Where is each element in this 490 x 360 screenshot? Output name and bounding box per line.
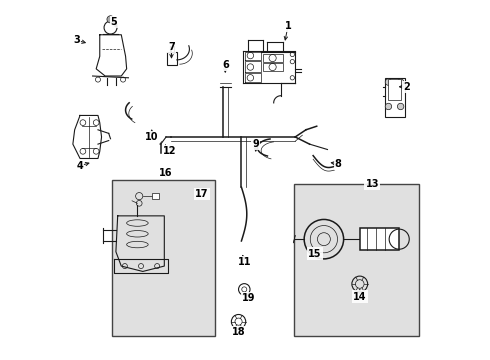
Text: 16: 16 bbox=[159, 168, 172, 178]
Circle shape bbox=[107, 16, 114, 23]
Bar bbox=[152, 193, 159, 199]
Bar bbox=[263, 54, 283, 62]
Text: 12: 12 bbox=[163, 146, 176, 156]
Text: 3: 3 bbox=[73, 35, 80, 45]
Circle shape bbox=[385, 79, 392, 85]
Text: 11: 11 bbox=[238, 257, 252, 267]
Circle shape bbox=[397, 103, 404, 110]
Text: 15: 15 bbox=[308, 248, 321, 258]
Text: 10: 10 bbox=[145, 132, 158, 142]
Bar bbox=[167, 51, 177, 65]
Text: 9: 9 bbox=[252, 139, 259, 149]
Text: 14: 14 bbox=[353, 292, 367, 302]
Text: 2: 2 bbox=[403, 82, 410, 92]
Text: 8: 8 bbox=[335, 159, 342, 169]
Text: 4: 4 bbox=[76, 161, 83, 171]
Bar bbox=[263, 63, 283, 71]
Bar bbox=[388, 78, 401, 100]
Text: 18: 18 bbox=[232, 327, 245, 337]
Text: 13: 13 bbox=[366, 179, 379, 189]
Circle shape bbox=[397, 79, 404, 85]
Text: 5: 5 bbox=[111, 17, 118, 27]
Text: 17: 17 bbox=[195, 189, 209, 199]
Bar bbox=[385, 78, 405, 117]
Text: 6: 6 bbox=[222, 60, 229, 70]
Bar bbox=[360, 228, 399, 250]
Text: 19: 19 bbox=[242, 293, 255, 303]
Circle shape bbox=[385, 103, 392, 110]
Bar bbox=[112, 180, 215, 336]
Text: 1: 1 bbox=[285, 21, 292, 31]
Bar bbox=[294, 184, 419, 336]
Text: 7: 7 bbox=[168, 42, 175, 52]
